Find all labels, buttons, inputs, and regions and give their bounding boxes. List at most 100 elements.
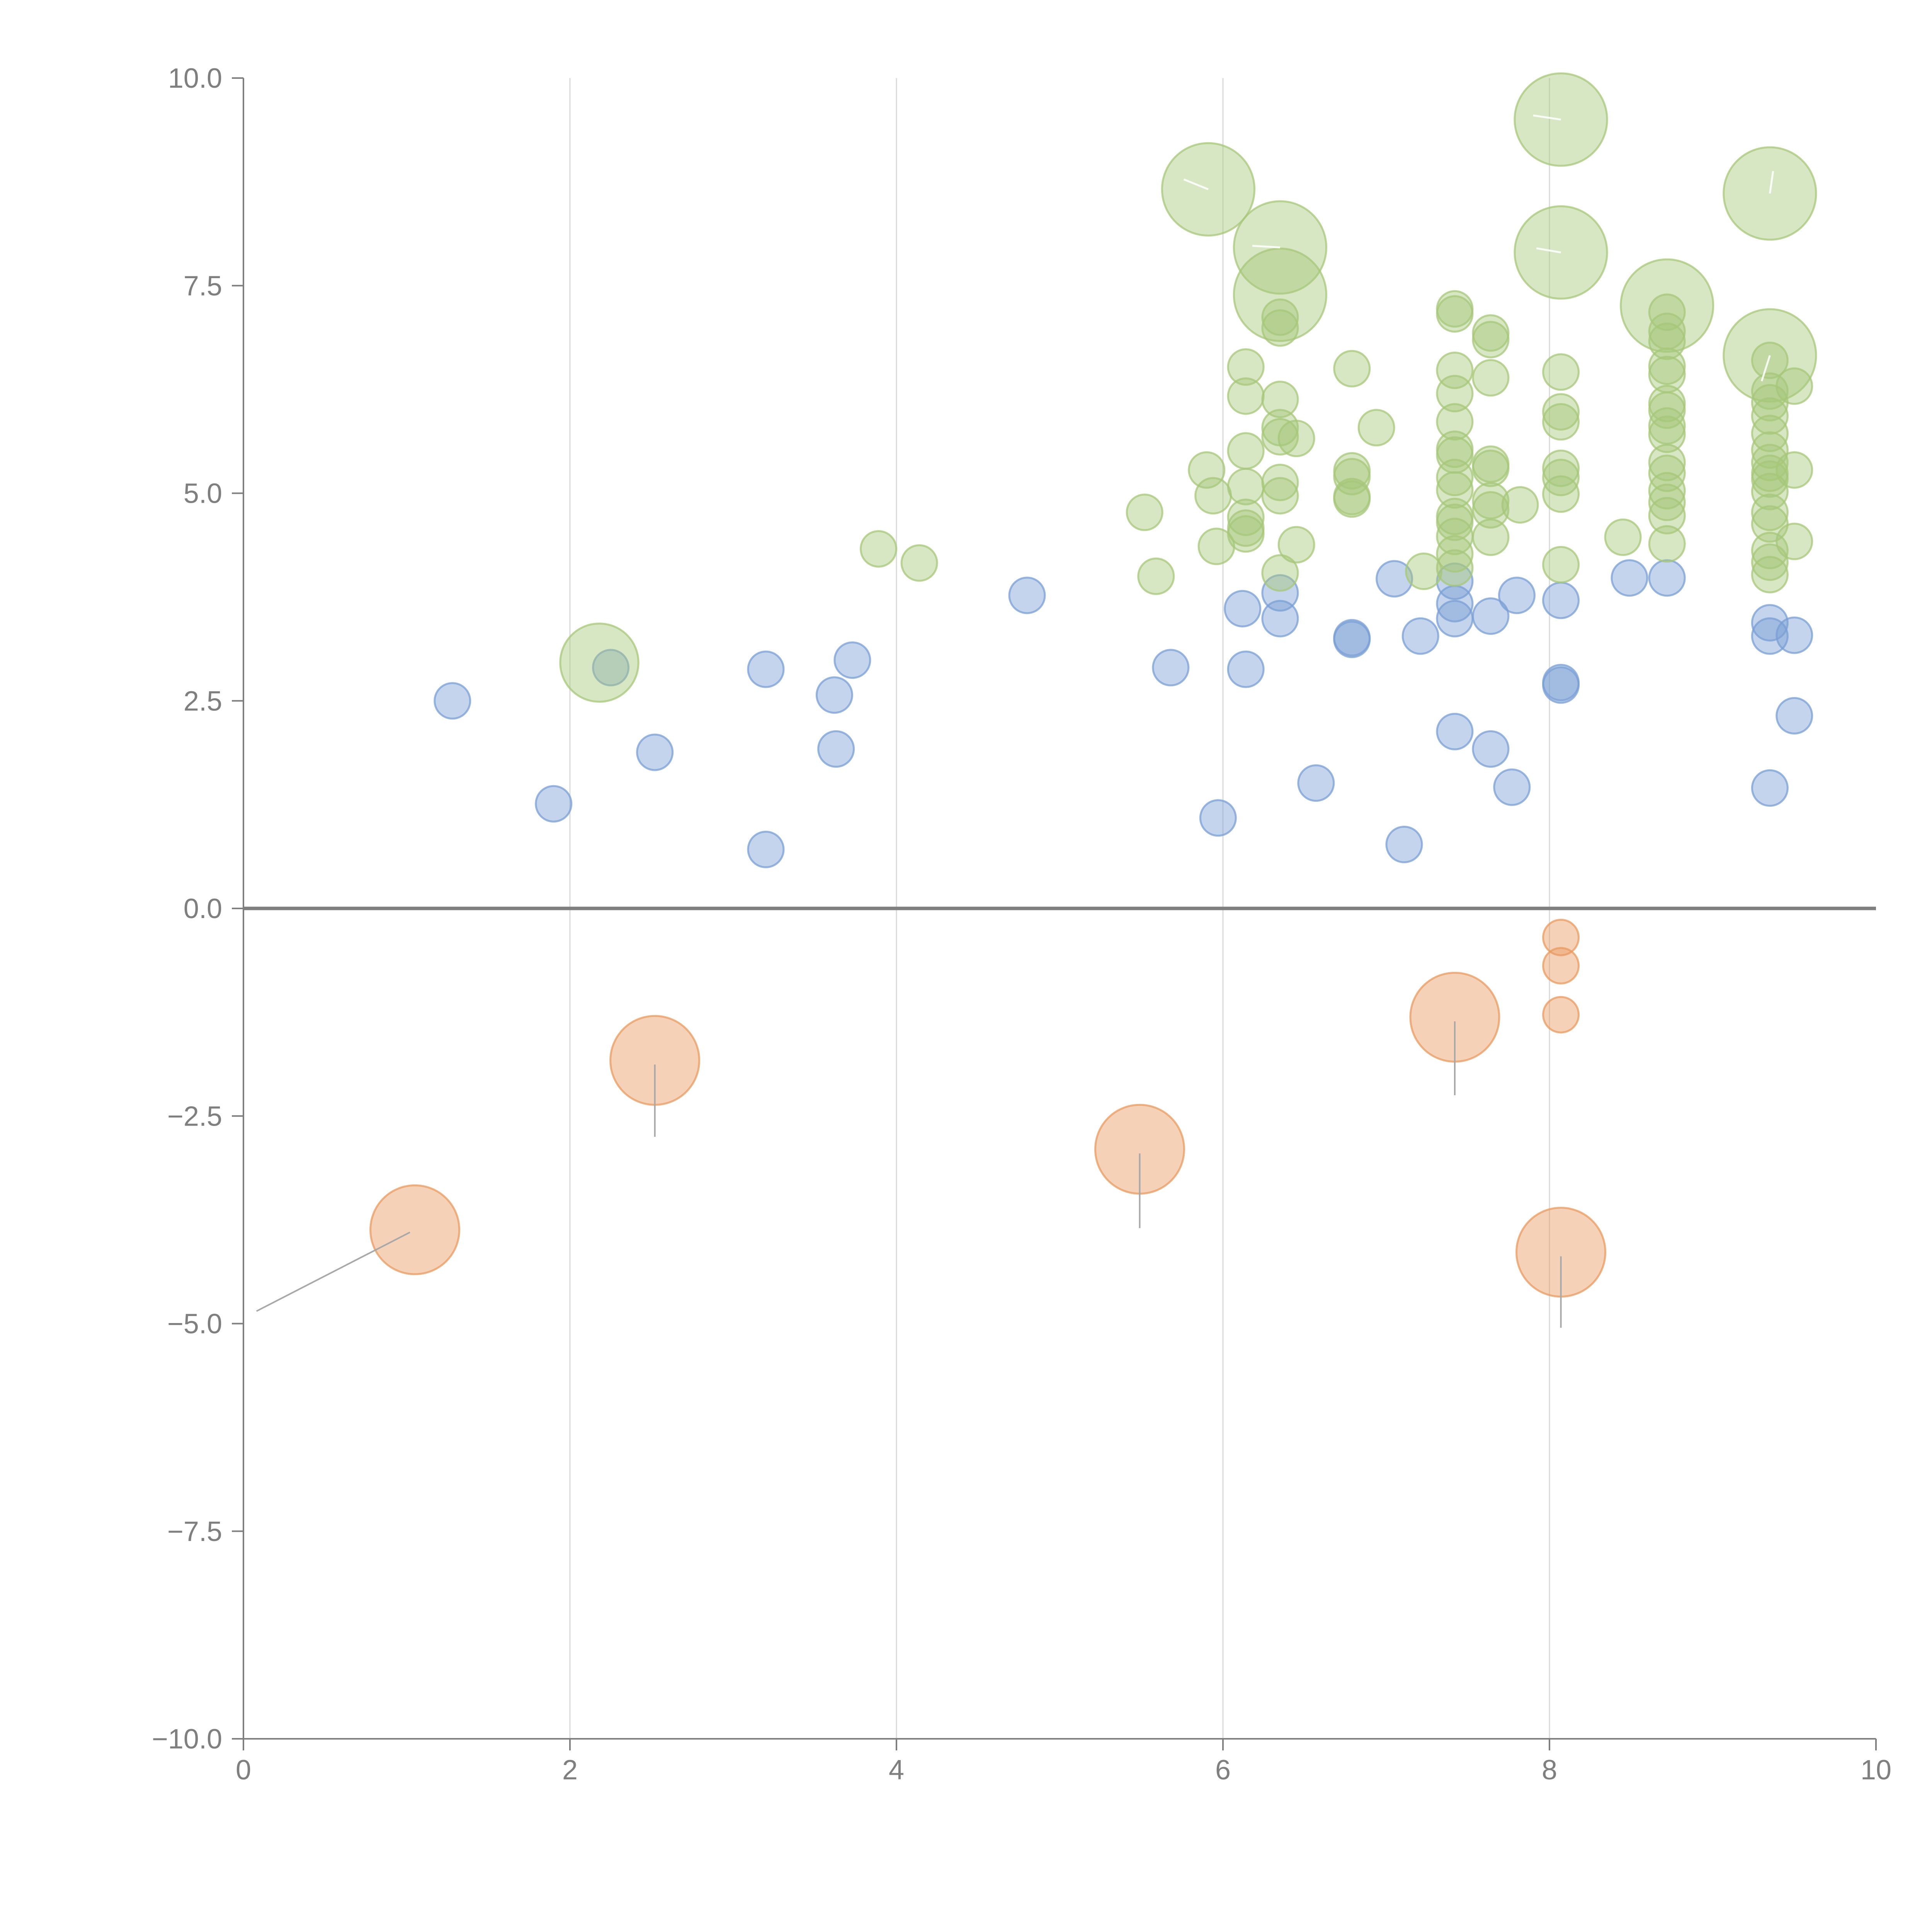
data-point xyxy=(1776,451,1813,489)
data-point xyxy=(815,676,853,714)
data-point xyxy=(1277,526,1315,564)
data-point xyxy=(1436,375,1474,413)
data-point xyxy=(1472,597,1510,635)
data-point xyxy=(1227,348,1265,386)
y-tick-label: −5.0 xyxy=(167,1309,222,1340)
data-point xyxy=(1648,407,1686,445)
data-point xyxy=(1542,475,1580,513)
data-point xyxy=(1401,617,1439,655)
data-point xyxy=(1436,403,1474,441)
x-tick-label: 8 xyxy=(1542,1755,1557,1786)
leader-line xyxy=(1760,355,1771,382)
data-point xyxy=(1776,522,1813,560)
data-point xyxy=(1199,799,1237,837)
data-point xyxy=(1333,480,1371,518)
data-point xyxy=(1542,403,1580,441)
data-point xyxy=(1227,498,1265,536)
data-point xyxy=(817,730,855,768)
data-point xyxy=(1751,415,1789,452)
data-point xyxy=(1261,298,1299,336)
data-point xyxy=(1776,367,1813,405)
x-tick-label: 4 xyxy=(889,1755,904,1786)
data-point xyxy=(860,530,898,568)
data-point xyxy=(1751,342,1789,379)
data-point xyxy=(1227,650,1265,688)
data-point xyxy=(434,682,471,720)
data-point xyxy=(1751,493,1789,531)
data-point xyxy=(1472,518,1510,556)
x-tick-label: 0 xyxy=(236,1755,251,1786)
data-point xyxy=(1751,556,1789,594)
leader-line xyxy=(256,1231,410,1312)
data-point xyxy=(900,544,938,582)
data-point xyxy=(1542,947,1580,985)
data-point xyxy=(1604,518,1642,556)
leader-line xyxy=(1536,247,1561,253)
data-point xyxy=(1648,293,1686,331)
y-tick-label: −10.0 xyxy=(152,1724,222,1755)
y-tick-label: 7.5 xyxy=(184,270,222,301)
data-point xyxy=(747,830,785,868)
data-point xyxy=(1405,553,1443,590)
y-tick-label: 0.0 xyxy=(184,893,222,924)
data-point xyxy=(1498,577,1536,614)
data-point xyxy=(1493,768,1531,806)
data-point xyxy=(1472,730,1510,768)
data-point xyxy=(1648,415,1686,453)
data-point xyxy=(1126,493,1163,531)
data-point xyxy=(1542,666,1580,704)
data-point xyxy=(1357,409,1395,447)
data-point xyxy=(1261,477,1299,515)
leader-line xyxy=(1183,178,1209,190)
data-points xyxy=(369,72,1817,1298)
data-point xyxy=(1751,460,1789,498)
data-point xyxy=(1751,769,1789,807)
data-point xyxy=(1542,582,1580,619)
data-point xyxy=(1542,459,1580,497)
leader-line xyxy=(1769,171,1774,194)
data-point xyxy=(636,733,674,771)
data-point xyxy=(535,785,573,823)
data-point xyxy=(1376,560,1413,598)
data-point xyxy=(1776,616,1813,654)
data-point xyxy=(1224,590,1262,628)
data-point xyxy=(1261,600,1299,638)
data-point xyxy=(1436,503,1474,541)
data-point xyxy=(1261,464,1299,502)
data-point xyxy=(1297,764,1335,802)
data-point xyxy=(1333,458,1371,496)
data-point xyxy=(1261,418,1299,456)
data-point xyxy=(1333,350,1371,388)
data-point xyxy=(1472,491,1510,529)
data-point xyxy=(747,650,785,688)
data-point xyxy=(1227,377,1265,415)
data-point xyxy=(1472,449,1510,487)
data-point xyxy=(1648,525,1686,563)
leader-lines xyxy=(256,114,1774,1328)
data-point xyxy=(1436,713,1474,750)
y-tick-label: 10.0 xyxy=(168,63,222,94)
data-point xyxy=(1277,420,1315,457)
data-point xyxy=(1233,247,1327,342)
data-point xyxy=(1542,546,1580,583)
data-point xyxy=(1751,473,1789,510)
data-point xyxy=(1436,535,1474,573)
y-tick-label: −2.5 xyxy=(167,1101,222,1132)
data-point xyxy=(1620,258,1714,353)
data-point xyxy=(1542,393,1580,431)
data-point xyxy=(1436,471,1474,509)
y-tick-label: 2.5 xyxy=(184,686,222,717)
data-point xyxy=(1542,353,1580,391)
data-point xyxy=(1776,697,1813,735)
data-point xyxy=(1751,543,1789,581)
y-tick-label: −7.5 xyxy=(167,1516,222,1547)
data-point xyxy=(1261,381,1299,418)
data-point xyxy=(1227,509,1265,547)
data-point xyxy=(1194,477,1232,515)
data-point xyxy=(1648,444,1686,481)
data-point xyxy=(1261,574,1299,612)
data-point xyxy=(1436,295,1474,333)
data-point xyxy=(1751,444,1789,481)
data-point xyxy=(1542,449,1580,487)
